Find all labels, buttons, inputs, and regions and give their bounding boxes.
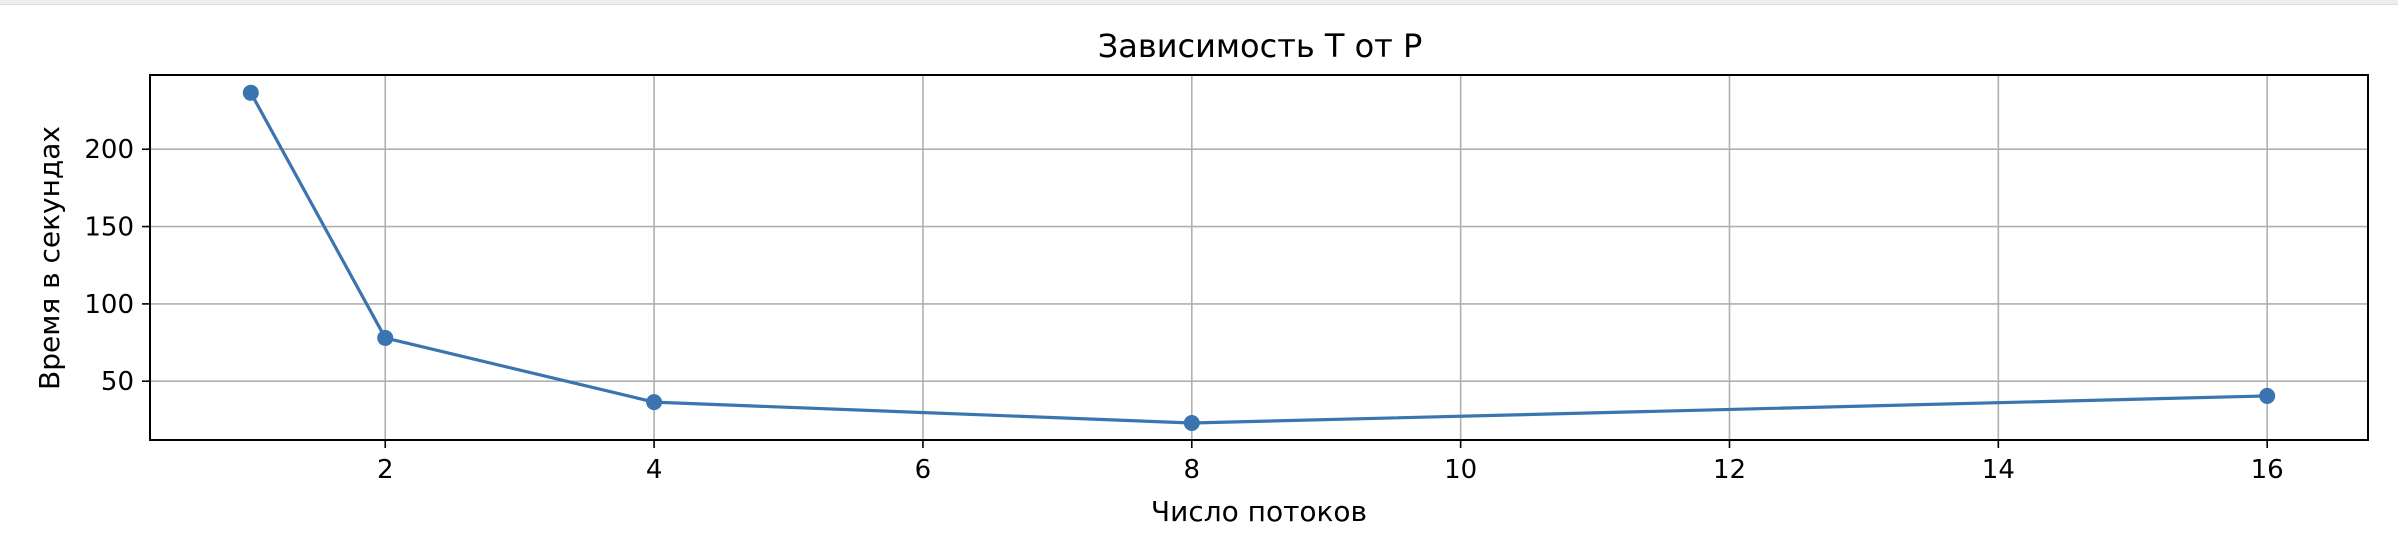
y-tick-label: 50: [101, 367, 134, 397]
plot-frame: [149, 74, 2369, 441]
y-tick-label: 200: [84, 135, 134, 165]
x-tick-label: 12: [1713, 455, 1746, 485]
x-tick-label: 10: [1444, 455, 1477, 485]
x-tick-label: 8: [1184, 455, 1201, 485]
tick-layer: 2 4 6 8 10 12 14 16 50 100 150 200: [84, 135, 2283, 485]
x-tick-label: 6: [915, 455, 932, 485]
x-tick-label: 4: [646, 455, 663, 485]
series-layer: [242, 84, 2276, 431]
y-tick-label: 150: [84, 213, 134, 243]
data-point: [2259, 387, 2276, 404]
data-point: [646, 394, 663, 411]
series-line: [249, 92, 2268, 425]
y-tick-label: 100: [84, 290, 134, 320]
data-point: [242, 84, 259, 101]
x-axis-label: Число потоков: [1151, 495, 1367, 528]
data-point: [1183, 414, 1200, 431]
window-top-strip: [0, 0, 2398, 5]
y-axis-label: Время в секундах: [33, 126, 66, 390]
x-tick-label: 16: [2251, 455, 2284, 485]
data-point: [377, 329, 394, 346]
chart-title: Зависимость T от P: [1098, 27, 1423, 65]
grid-lines: [150, 75, 2368, 440]
x-tick-label: 14: [1982, 455, 2015, 485]
x-tick-label: 2: [377, 455, 394, 485]
